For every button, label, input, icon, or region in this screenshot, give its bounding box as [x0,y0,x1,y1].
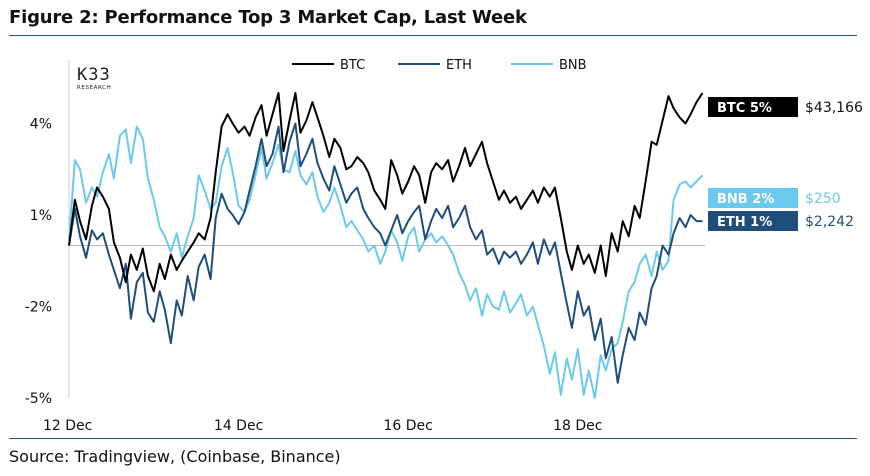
y-tick-label: 4% [30,117,52,133]
tag-box-bnb [708,188,798,208]
legend-label-eth: ETH [446,58,472,73]
title-rule [9,35,857,36]
legend-label-btc: BTC [340,58,365,73]
tag-label-btc: BTC 5% [717,101,772,116]
series-line-bnb [68,125,704,399]
x-tick-label: 12 Dec [43,418,92,434]
tag-label-eth: ETH 1% [717,215,772,230]
tag-box-eth [708,211,798,231]
k33-logo: K33 RESEARCH [77,65,111,91]
x-tick-label: 16 Dec [384,418,433,434]
source-note: Source: Tradingview, (Coinbase, Binance) [9,447,341,466]
legend-label-bnb: BNB [559,58,587,73]
price-label-bnb: $250 [805,191,841,207]
x-tick-label: 18 Dec [553,418,602,434]
y-tick-label: -5% [25,391,52,407]
series-line-eth [68,122,703,384]
tag-label-bnb: BNB 2% [717,192,774,207]
logo-sub-text: RESEARCH [77,85,111,91]
page-title: Figure 2: Performance Top 3 Market Cap, … [9,7,527,28]
price-label-eth: $2,242 [805,214,854,230]
y-tick-label: 1% [30,208,52,224]
y-tick-label: -2% [25,300,52,316]
x-tick-label: 14 Dec [214,418,263,434]
footer-rule [9,438,857,439]
logo-main-text: K33 [77,65,111,85]
price-label-btc: $43,166 [805,100,863,116]
series-line-btc [68,92,704,293]
tag-box-btc [708,97,798,117]
